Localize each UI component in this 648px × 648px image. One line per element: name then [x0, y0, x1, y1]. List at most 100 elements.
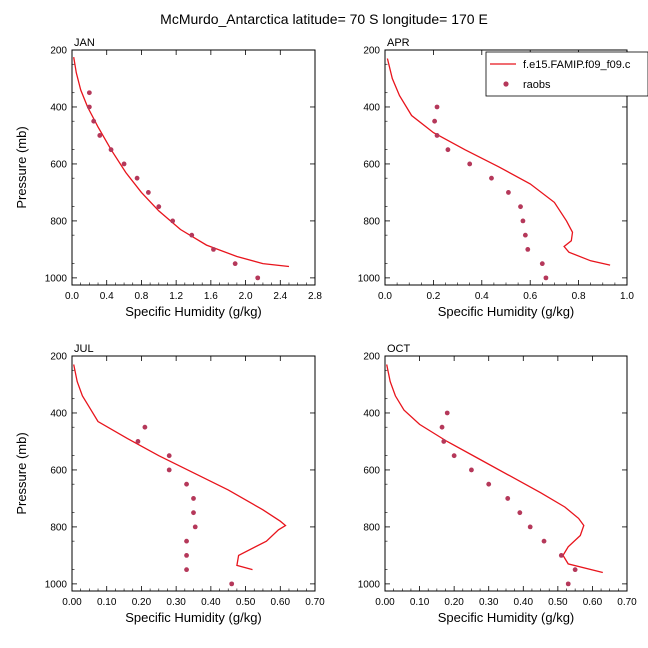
panel-apr: APR 0.0 0.2 0.4 0.6 0.8 1.0 200 400 600 800 1000 Spe…: [358, 37, 635, 319]
obs-point: [166, 467, 172, 473]
series-model-line: [73, 364, 287, 571]
x-tick-label: 0.60: [271, 597, 291, 608]
obs-point: [184, 552, 189, 558]
legend-model-label: f.e15.FAMIP.f09_f09.c: [523, 59, 631, 71]
x-tick-label: 0.40: [514, 597, 534, 608]
obs-point: [518, 204, 523, 210]
x-tick-label: 0.0: [378, 291, 392, 302]
y-tick-label: 800: [363, 216, 380, 227]
x-tick-label: 0.0: [65, 291, 79, 302]
obs-point: [145, 190, 151, 195]
panel-label: OCT: [387, 343, 411, 355]
obs-point: [558, 552, 564, 558]
y-tick-label: 400: [50, 102, 67, 113]
x-tick-label: 0.20: [132, 597, 152, 608]
panel-label: JAN: [74, 37, 95, 49]
y-tick-label: 800: [363, 522, 380, 533]
obs-point: [229, 581, 235, 587]
obs-point: [527, 524, 533, 530]
y-tick-label: 400: [363, 102, 380, 113]
chart-title: McMurdo_Antarctica latitude= 70 S longit…: [160, 11, 488, 27]
panel-jul: JUL 0.00 0.10 0.20 0.30 0.40 0.50 0.60 0.70 200 40…: [14, 343, 325, 625]
obs-point: [134, 175, 140, 181]
obs-point: [543, 275, 549, 281]
obs-point: [135, 439, 141, 444]
obs-point: [191, 510, 196, 516]
x-axis-label: Specific Humidity (g/kg): [438, 304, 575, 319]
x-axis-label: Specific Humidity (g/kg): [438, 610, 575, 625]
obs-point: [184, 481, 189, 487]
legend-box: [485, 51, 648, 97]
x-tick-label: 0.00: [62, 597, 82, 608]
x-axis-label: Specific Humidity (g/kg): [125, 304, 262, 319]
x-tick-label: 0.8: [572, 291, 586, 302]
panel-jan: JAN 0.0 0.4 0.8 1.2 1.6 2.0 2.4 2.8 200 400 600 800 1…: [14, 37, 322, 319]
obs-point: [192, 524, 198, 530]
x-tick-label: 0.8: [134, 291, 148, 302]
obs-point: [434, 104, 440, 110]
obs-point: [189, 232, 195, 238]
y-tick-label: 1000: [45, 273, 68, 284]
y-tick-label: 600: [363, 159, 380, 170]
x-tick-label: 1.6: [204, 291, 218, 302]
x-tick-label: 0.70: [617, 597, 637, 608]
y-tick-label: 200: [50, 46, 67, 57]
obs-point: [156, 204, 162, 210]
obs-point: [469, 467, 474, 473]
obs-point: [211, 246, 216, 252]
obs-point: [467, 161, 473, 167]
x-tick-label: 1.0: [620, 291, 634, 302]
obs-point: [525, 246, 531, 252]
y-tick-label: 800: [50, 216, 67, 227]
x-tick-label: 0.30: [166, 597, 186, 608]
x-tick-label: 0.60: [583, 597, 603, 608]
x-tick-label: 0.4: [100, 291, 114, 302]
obs-point: [451, 453, 457, 459]
obs-point: [108, 147, 114, 153]
y-tick-label: 1000: [358, 273, 381, 284]
obs-point: [184, 567, 189, 573]
y-tick-label: 800: [50, 522, 67, 533]
series-model-line: [386, 364, 603, 574]
x-tick-label: 0.70: [305, 597, 325, 608]
obs-point: [142, 424, 148, 430]
x-tick-label: 0.50: [236, 597, 256, 608]
obs-point: [97, 133, 103, 138]
obs-point: [86, 90, 92, 96]
x-tick-label: 0.00: [375, 597, 395, 608]
y-tick-label: 600: [363, 465, 380, 476]
panel-label: APR: [387, 37, 410, 49]
y-axis-label: Pressure (mb): [14, 432, 29, 514]
obs-point: [539, 261, 545, 267]
x-tick-label: 0.4: [475, 291, 489, 302]
x-tick-label: 0.10: [97, 597, 117, 608]
x-tick-label: 2.8: [308, 291, 322, 302]
obs-point: [170, 218, 176, 224]
obs-point: [486, 481, 492, 487]
obs-point: [505, 496, 511, 501]
y-tick-label: 200: [50, 352, 67, 363]
x-tick-label: 0.30: [479, 597, 499, 608]
x-tick-label: 0.2: [426, 291, 440, 302]
obs-point: [572, 567, 578, 573]
obs-point: [441, 439, 447, 444]
y-tick-label: 600: [50, 159, 67, 170]
y-axis-label: Pressure (mb): [14, 126, 29, 208]
x-tick-label: 2.0: [239, 291, 253, 302]
obs-point: [191, 496, 196, 501]
series-model-line: [386, 58, 611, 266]
obs-point: [232, 261, 238, 267]
y-tick-label: 200: [363, 46, 380, 57]
legend-obs-label: raobs: [523, 79, 551, 91]
y-tick-label: 400: [363, 408, 380, 419]
y-tick-label: 600: [50, 465, 67, 476]
y-tick-label: 1000: [45, 579, 68, 590]
obs-point: [439, 424, 445, 430]
obs-point: [434, 133, 440, 138]
plot-frame: [71, 49, 316, 286]
obs-point: [522, 232, 528, 238]
x-tick-label: 0.20: [444, 597, 464, 608]
x-tick-label: 0.10: [410, 597, 430, 608]
obs-point: [506, 190, 511, 195]
